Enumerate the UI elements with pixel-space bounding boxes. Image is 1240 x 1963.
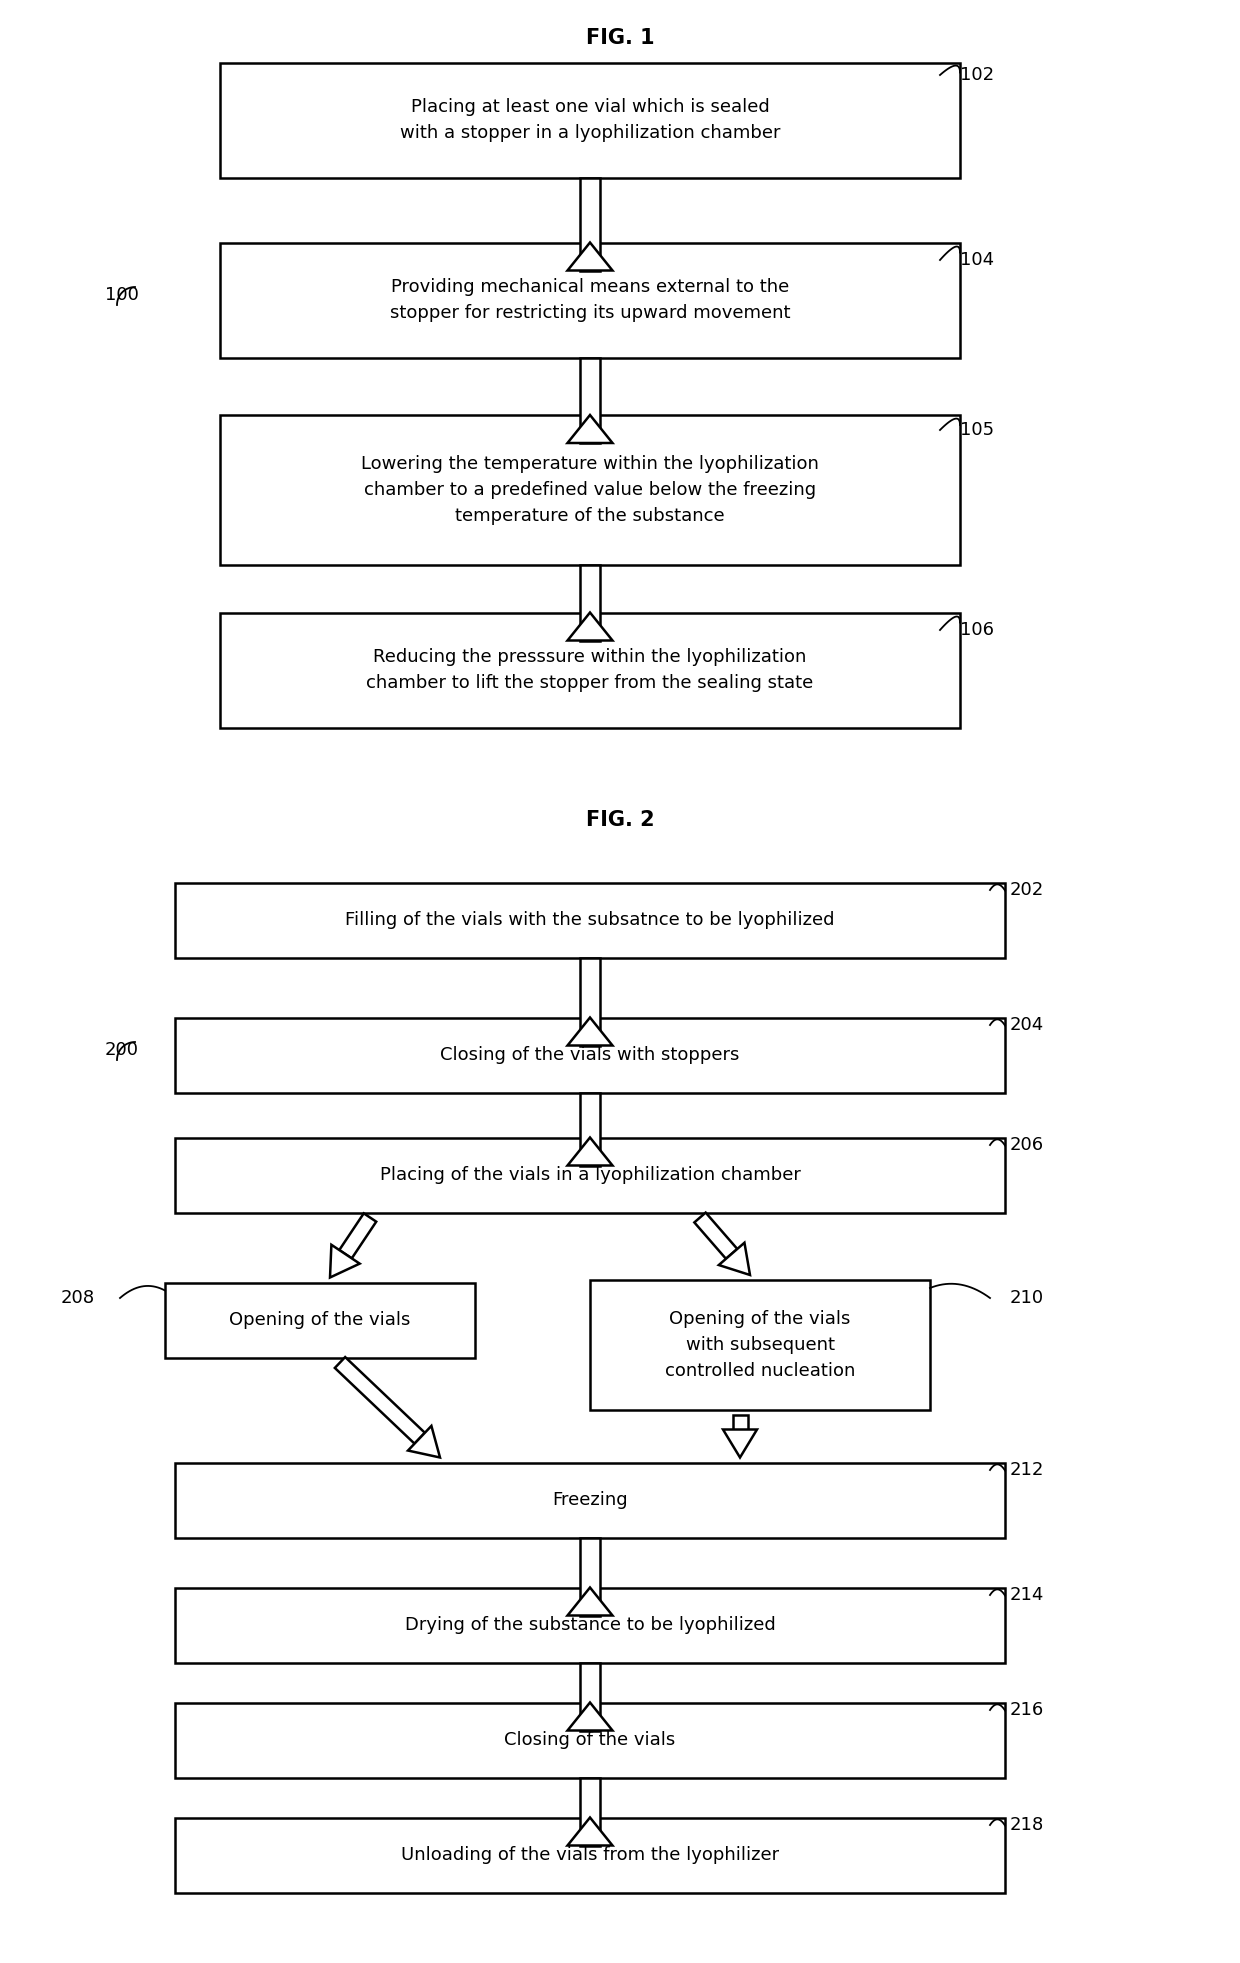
Polygon shape: [694, 1213, 738, 1258]
Text: 204: 204: [1011, 1017, 1044, 1035]
Text: 100: 100: [105, 287, 139, 304]
Text: Closing of the vials: Closing of the vials: [505, 1731, 676, 1749]
Text: 105: 105: [960, 420, 994, 440]
Text: Placing at least one vial which is sealed
with a stopper in a lyophilization cha: Placing at least one vial which is seale…: [399, 98, 780, 141]
Polygon shape: [580, 1663, 600, 1731]
Polygon shape: [580, 177, 600, 271]
Text: Opening of the vials: Opening of the vials: [229, 1311, 410, 1329]
Bar: [219, 414, 960, 565]
Text: Drying of the substance to be lyophilized: Drying of the substance to be lyophilize…: [404, 1616, 775, 1633]
Polygon shape: [335, 1356, 425, 1443]
Polygon shape: [568, 1137, 613, 1166]
Polygon shape: [568, 1588, 613, 1616]
Text: Lowering the temperature within the lyophilization
chamber to a predefined value: Lowering the temperature within the lyop…: [361, 455, 818, 526]
Text: Placing of the vials in a lyophilization chamber: Placing of the vials in a lyophilization…: [379, 1166, 801, 1184]
Polygon shape: [568, 1017, 613, 1046]
Polygon shape: [568, 243, 613, 271]
Polygon shape: [340, 1213, 376, 1258]
Polygon shape: [580, 958, 600, 1046]
Bar: [175, 883, 1004, 958]
Text: 212: 212: [1011, 1460, 1044, 1478]
Text: 106: 106: [960, 620, 994, 640]
Bar: [219, 243, 960, 357]
Text: 104: 104: [960, 251, 994, 269]
Text: 206: 206: [1011, 1137, 1044, 1154]
Text: Closing of the vials with stoppers: Closing of the vials with stoppers: [440, 1046, 740, 1064]
Polygon shape: [568, 1818, 613, 1845]
Bar: [175, 1137, 1004, 1213]
Text: Freezing: Freezing: [552, 1492, 627, 1510]
Text: 210: 210: [1011, 1290, 1044, 1307]
Bar: [165, 1282, 475, 1358]
Bar: [219, 63, 960, 177]
Text: 216: 216: [1011, 1702, 1044, 1720]
Bar: [175, 1017, 1004, 1093]
Text: 200: 200: [105, 1040, 139, 1058]
Bar: [175, 1702, 1004, 1778]
Polygon shape: [568, 414, 613, 444]
Text: Unloading of the vials from the lyophilizer: Unloading of the vials from the lyophili…: [401, 1845, 779, 1865]
Text: FIG. 1: FIG. 1: [585, 27, 655, 47]
Bar: [590, 1280, 930, 1409]
Bar: [175, 1462, 1004, 1537]
Polygon shape: [580, 1093, 600, 1166]
Text: Reducing the presssure within the lyophilization
chamber to lift the stopper fro: Reducing the presssure within the lyophi…: [366, 648, 813, 693]
Text: Providing mechanical means external to the
stopper for restricting its upward mo: Providing mechanical means external to t…: [389, 279, 790, 322]
Polygon shape: [580, 1537, 600, 1616]
Text: Opening of the vials
with subsequent
controlled nucleation: Opening of the vials with subsequent con…: [665, 1309, 856, 1380]
Bar: [175, 1818, 1004, 1892]
Polygon shape: [580, 357, 600, 444]
Bar: [175, 1588, 1004, 1663]
Polygon shape: [719, 1243, 750, 1276]
Text: 202: 202: [1011, 881, 1044, 899]
Text: 214: 214: [1011, 1586, 1044, 1604]
Text: Filling of the vials with the subsatnce to be lyophilized: Filling of the vials with the subsatnce …: [345, 911, 835, 928]
Bar: [219, 612, 960, 728]
Text: 102: 102: [960, 67, 994, 84]
Polygon shape: [723, 1429, 756, 1457]
Polygon shape: [580, 1778, 600, 1845]
Text: 208: 208: [61, 1290, 95, 1307]
Text: FIG. 2: FIG. 2: [585, 811, 655, 830]
Polygon shape: [733, 1415, 748, 1429]
Polygon shape: [330, 1245, 360, 1278]
Text: 218: 218: [1011, 1816, 1044, 1833]
Polygon shape: [408, 1425, 440, 1457]
Polygon shape: [580, 565, 600, 640]
Polygon shape: [568, 1702, 613, 1731]
Polygon shape: [568, 612, 613, 640]
